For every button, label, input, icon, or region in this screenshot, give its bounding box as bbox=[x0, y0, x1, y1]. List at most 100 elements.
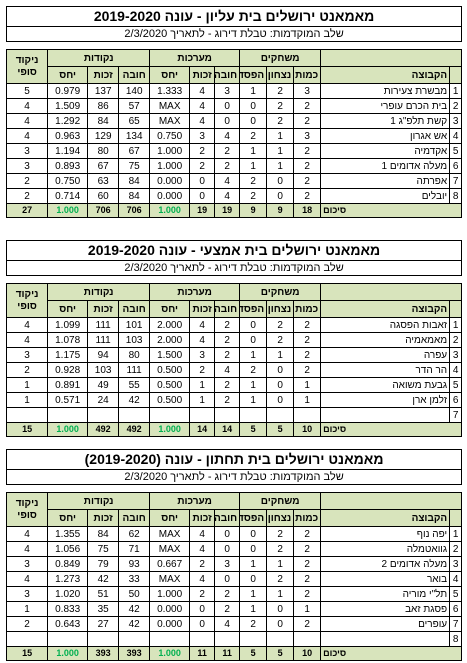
cell: 140 bbox=[118, 83, 151, 99]
cell: 0 bbox=[214, 113, 241, 129]
team-name: תל"י מוריה bbox=[320, 586, 451, 602]
standings-table: מאמאנט ירושלים בית אמצעי - עונה 2019-202… bbox=[5, 240, 463, 437]
total-cell: 9 bbox=[239, 203, 268, 218]
cell: 0 bbox=[266, 377, 295, 393]
cell: 0.963 bbox=[47, 128, 89, 144]
cell: 1.078 bbox=[47, 332, 89, 348]
cell: 42 bbox=[118, 616, 151, 632]
cell: 0 bbox=[189, 616, 216, 632]
cell: 42 bbox=[87, 571, 120, 587]
cell: 67 bbox=[87, 158, 120, 174]
total-cell: 19 bbox=[214, 203, 241, 218]
final-header: ניקוד סופי bbox=[5, 492, 49, 527]
column-header: יחס bbox=[47, 509, 89, 527]
cell: 2.000 bbox=[149, 317, 191, 333]
cell bbox=[214, 407, 241, 423]
group-header: מערכות bbox=[149, 49, 241, 67]
cell: 0 bbox=[266, 616, 295, 632]
cell: 134 bbox=[118, 128, 151, 144]
team-name: עפרה bbox=[320, 347, 451, 363]
team-row: 1 מבשרת צעירות 3 2 1 3 4 1.333 140 137 0.979 5 bbox=[5, 83, 463, 99]
row-number: 2 bbox=[449, 541, 463, 557]
total-cell: 492 bbox=[118, 422, 151, 437]
team-row: 1 זאבות הפסגה 2 2 0 2 4 2.000 101 111 1.099 4 bbox=[5, 317, 463, 333]
total-cell: 15 bbox=[5, 422, 49, 437]
cell: 2 bbox=[214, 158, 241, 174]
cell: 3 bbox=[293, 83, 322, 99]
cell: 2 bbox=[189, 143, 216, 159]
totals-label: סיכום bbox=[320, 646, 463, 661]
cell: 2 bbox=[293, 571, 322, 587]
column-header-row: הקבוצה כמות נצחון הפסד חובה זכות יחס חובה זכות יח… bbox=[7, 66, 463, 84]
total-cell: 706 bbox=[118, 203, 151, 218]
cell: 2 bbox=[266, 332, 295, 348]
row-number: 2 bbox=[449, 98, 463, 114]
column-header: הקבוצה bbox=[320, 509, 451, 527]
cell: 4 bbox=[189, 332, 216, 348]
cell: 80 bbox=[118, 347, 151, 363]
column-header: זכות bbox=[87, 300, 120, 318]
cell: 2 bbox=[214, 332, 241, 348]
row-number: 1 bbox=[449, 83, 463, 99]
cell: 2 bbox=[189, 556, 216, 572]
cell: 137 bbox=[87, 83, 120, 99]
cell: 94 bbox=[87, 347, 120, 363]
cell: 75 bbox=[87, 541, 120, 557]
team-row: 6 מעלה אדומים 1 2 1 1 2 2 1.000 75 67 0.893 3 bbox=[5, 158, 463, 174]
cell: 84 bbox=[87, 526, 120, 542]
cell: 0 bbox=[239, 317, 268, 333]
team-row: 6 פסגת זאב 1 0 1 2 0 0.000 42 35 0.833 1 bbox=[5, 601, 463, 617]
cell: 1 bbox=[266, 158, 295, 174]
cell: 1 bbox=[293, 377, 322, 393]
cell: 1.056 bbox=[47, 541, 89, 557]
cell bbox=[149, 631, 191, 647]
cell: 111 bbox=[87, 317, 120, 333]
cell: 1 bbox=[266, 128, 295, 144]
cell: 0.891 bbox=[47, 377, 89, 393]
total-cell: 1.000 bbox=[149, 422, 191, 437]
total-cell: 1.000 bbox=[149, 646, 191, 661]
final-header: ניקוד סופי bbox=[5, 49, 49, 84]
column-header: נצחון bbox=[266, 509, 295, 527]
cell: 2 bbox=[293, 332, 322, 348]
cell: 1.000 bbox=[149, 158, 191, 174]
cell: 2 bbox=[214, 586, 241, 602]
cell: 93 bbox=[118, 556, 151, 572]
cell: 4 bbox=[5, 571, 49, 587]
cell: 2 bbox=[266, 526, 295, 542]
cell: 4 bbox=[189, 98, 216, 114]
cell: 0 bbox=[239, 332, 268, 348]
total-cell: 19 bbox=[189, 203, 216, 218]
group-header: מערכות bbox=[149, 283, 241, 301]
cell: 3 bbox=[5, 143, 49, 159]
cell: 1 bbox=[5, 601, 49, 617]
cell: 2 bbox=[293, 98, 322, 114]
team-row: 7 bbox=[5, 407, 463, 423]
total-cell: 10 bbox=[293, 422, 322, 437]
cell: 2 bbox=[293, 173, 322, 189]
total-cell: 706 bbox=[87, 203, 120, 218]
column-header-row: הקבוצה כמות נצחון הפסד חובה זכות יחס חובה זכות יח… bbox=[7, 300, 463, 318]
team-row: 6 זלמן ארן 1 0 1 2 1 0.500 42 24 0.571 1 bbox=[5, 392, 463, 408]
total-cell: 1.000 bbox=[47, 646, 89, 661]
table-body: מאמאנט ירושלים בית תחתון - עונה (2019-20… bbox=[5, 449, 463, 661]
cell: 4 bbox=[5, 526, 49, 542]
column-header: זכות bbox=[87, 66, 120, 84]
cell: 33 bbox=[118, 571, 151, 587]
subtitle-row: שלב המוקדמות: טבלת דירוג - לתאריך 2/3/20… bbox=[5, 26, 463, 42]
cell: 4 bbox=[189, 526, 216, 542]
spacer bbox=[6, 484, 462, 493]
cell: 0.714 bbox=[47, 188, 89, 204]
cell: 4 bbox=[5, 541, 49, 557]
total-cell: 14 bbox=[189, 422, 216, 437]
row-number: 1 bbox=[449, 317, 463, 333]
team-row: 3 קשת תלפ"ג 1 2 2 0 0 4 MAX 65 84 1.292 4 bbox=[5, 113, 463, 129]
cell: 1.355 bbox=[47, 526, 89, 542]
subtitle-row: שלב המוקדמות: טבלת דירוג - לתאריך 2/3/20… bbox=[5, 469, 463, 485]
team-name bbox=[320, 631, 451, 647]
cell: 1.000 bbox=[149, 586, 191, 602]
total-cell: 11 bbox=[189, 646, 216, 661]
cell: 84 bbox=[118, 188, 151, 204]
total-cell: 1.000 bbox=[47, 203, 89, 218]
cell: 3 bbox=[293, 128, 322, 144]
